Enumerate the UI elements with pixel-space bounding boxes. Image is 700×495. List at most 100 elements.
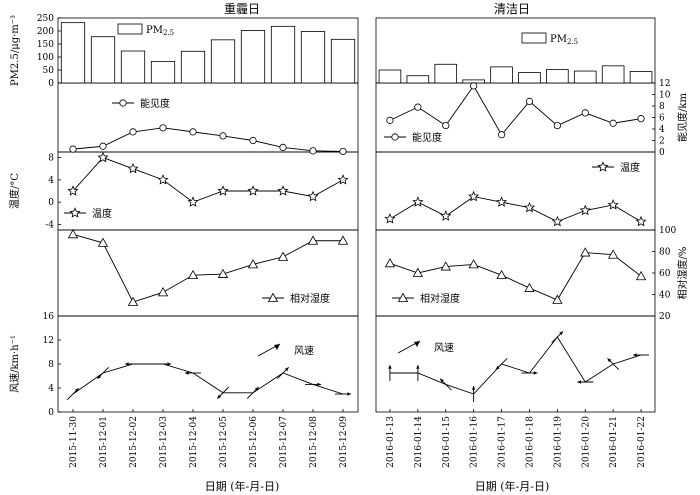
vis-yaxis-tick-label-10: 10 [659,91,671,101]
wind-arrowhead-clean-5 [533,371,538,375]
xlabel-right: 日期 (年-月-日) [475,479,550,493]
temp-point-clean-3 [468,190,480,202]
pm25-bar-heavy-0 [60,22,86,84]
xtick-label-heavy-4: 2015-12-04 [189,416,199,468]
temp-point-heavy-3 [157,174,169,185]
temp-point-heavy-8 [307,190,319,202]
wind-arrowhead-heavy-2 [125,362,129,366]
hum-ylabel: 相对湿度/% [676,247,689,300]
vis-legend-right-marker [391,133,399,141]
hum-point-clean-4 [496,269,507,280]
hum-point-clean-2 [440,261,451,271]
pm25-bar-clean-0 [378,69,402,84]
panel-frame-vis-left [57,82,359,153]
wind-yaxis-tick-label-16: 16 [43,312,55,322]
temp-yaxis-tick-label--4: -4 [45,220,54,230]
temp-yaxis-tick-label-4: 4 [48,176,54,186]
hum-yaxis-tick-label-100: 100 [659,226,676,236]
wind-yaxis-tick-label-4: 4 [48,384,54,394]
vis-point-clean-9 [637,115,645,123]
xtick-label-clean-9: 2016-01-22 [637,416,647,468]
pm25-bar-heavy-7 [270,25,296,84]
vis-point-heavy-4 [189,128,197,136]
xtick-label-clean-6: 2016-01-19 [553,416,563,468]
vis-legend-right-label: 能见度 [412,131,442,144]
temp-point-clean-9 [635,215,647,227]
vis-point-clean-6 [553,121,561,130]
xtick-label-heavy-3: 2015-12-03 [159,416,169,468]
wind-arrowhead-heavy-4 [185,371,189,375]
vis-point-heavy-3 [159,124,167,132]
vis-point-clean-5 [525,97,534,106]
temp-legend-right-label: 温度 [620,161,640,174]
wind-legend-label-right: 风速 [434,342,454,354]
hum-point-clean-8 [607,249,619,259]
hum-yaxis-tick-label-60: 60 [659,269,671,279]
hum-point-clean-3 [468,259,479,269]
temp-legend-left-marker [69,207,81,218]
hum-yaxis-tick-label-20: 20 [659,312,671,322]
wind-yaxis-tick-label-8: 8 [48,360,54,370]
wind-arrowhead-heavy-7 [284,367,289,372]
vis-yaxis-tick-label-2: 2 [659,137,665,147]
xtick-label-clean-0: 2016-01-13 [386,416,396,468]
xtick-label-clean-1: 2016-01-14 [414,416,424,468]
panel-frame-temp-right [375,151,656,231]
wind-arrowhead-heavy-6 [254,387,259,391]
vis-point-clean-2 [442,121,450,130]
pm25-bar-clean-4 [490,66,513,84]
xtick-label-heavy-9: 2015-12-09 [339,416,349,468]
wind-line-clean [389,336,642,395]
hum-point-heavy-2 [127,296,139,306]
vis-point-clean-1 [414,103,422,111]
pm25-bar-heavy-9 [330,38,356,84]
pm25-bar-clean-2 [434,63,458,84]
wind-arrowhead-heavy-3 [167,362,171,366]
hum-yaxis-tick-label-80: 80 [659,248,671,258]
pm25-bar-heavy-2 [120,50,146,84]
pm25-ylabel: PM2.5/μg·m⁻³ [10,15,21,86]
xtick-label-heavy-5: 2015-12-05 [219,416,229,468]
hum-point-clean-1 [412,267,424,277]
xtick-label-heavy-8: 2015-12-08 [309,416,319,468]
title-clean-day: 清洁日 [494,2,530,16]
temp-point-clean-4 [496,196,508,207]
temp-legend-right-marker [597,161,609,172]
temp-line-clean [389,196,642,223]
temp-point-clean-1 [412,196,424,207]
hum-point-clean-7 [580,247,591,257]
vis-point-heavy-6 [249,136,257,145]
temp-point-heavy-6 [247,185,259,196]
xtick-label-heavy-6: 2015-12-06 [249,416,259,468]
pm25-yaxis-tick-label-50: 50 [43,66,55,76]
xtick-label-clean-5: 2016-01-18 [525,416,535,468]
hum-point-clean-9 [635,270,647,281]
vis-point-clean-0 [386,116,394,124]
hum-point-heavy-8 [307,235,319,245]
hum-point-heavy-5 [217,268,229,278]
wind-arrowhead-clean-3 [471,386,476,390]
vis-yaxis-tick-label-4: 4 [659,125,665,135]
temp-point-clean-8 [607,199,619,210]
panel-frame-wind-right [375,315,656,413]
vis-point-clean-3 [470,82,478,90]
xlabel-left: 日期 (年-月-日) [205,479,280,493]
wind-arrowhead-heavy-5 [217,394,222,399]
xtick-label-clean-2: 2016-01-15 [442,416,452,468]
vis-legend-left-marker [119,99,127,107]
hum-point-clean-6 [552,294,563,304]
hum-line-heavy [72,233,343,303]
wind-arrowhead-heavy-1 [97,374,102,379]
hum-legend-left-marker [267,292,279,302]
vis-line-heavy [72,127,344,152]
vis-point-clean-8 [609,119,617,127]
xtick-label-clean-8: 2016-01-21 [609,416,619,468]
pm25-bar-heavy-8 [300,31,326,84]
vis-line-clean [389,85,642,136]
title-heavy-haze: 重霾日 [224,2,260,16]
vis-point-heavy-9 [339,147,347,156]
vis-yaxis-tick-label-12: 12 [659,79,670,89]
pm25-bar-heavy-5 [210,39,236,84]
hum-point-heavy-7 [277,251,289,261]
